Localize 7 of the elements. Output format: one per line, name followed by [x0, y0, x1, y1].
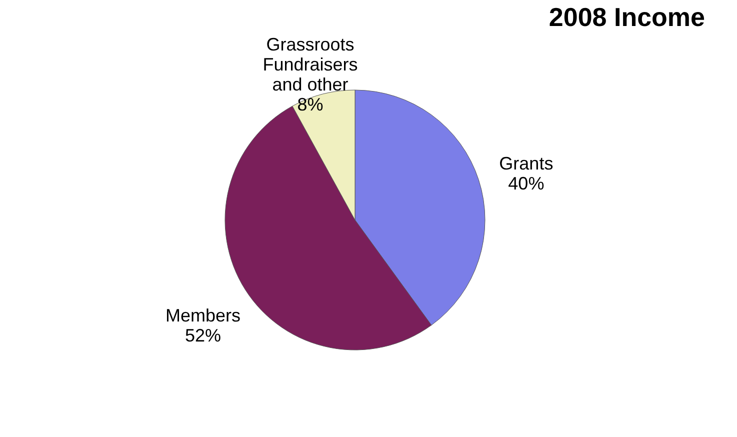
slice-label: Grassroots Fundraisers and other	[262, 34, 358, 95]
data-label: 40%	[508, 173, 544, 194]
slice-label: Members	[166, 305, 241, 326]
slice-label: Grants	[499, 153, 554, 174]
data-label: 52%	[185, 325, 222, 346]
text: 2008 Income	[548, 2, 705, 32]
data-label: 8%	[297, 94, 324, 115]
